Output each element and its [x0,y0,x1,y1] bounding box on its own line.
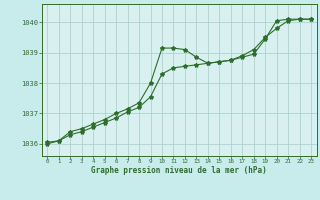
X-axis label: Graphe pression niveau de la mer (hPa): Graphe pression niveau de la mer (hPa) [91,166,267,175]
